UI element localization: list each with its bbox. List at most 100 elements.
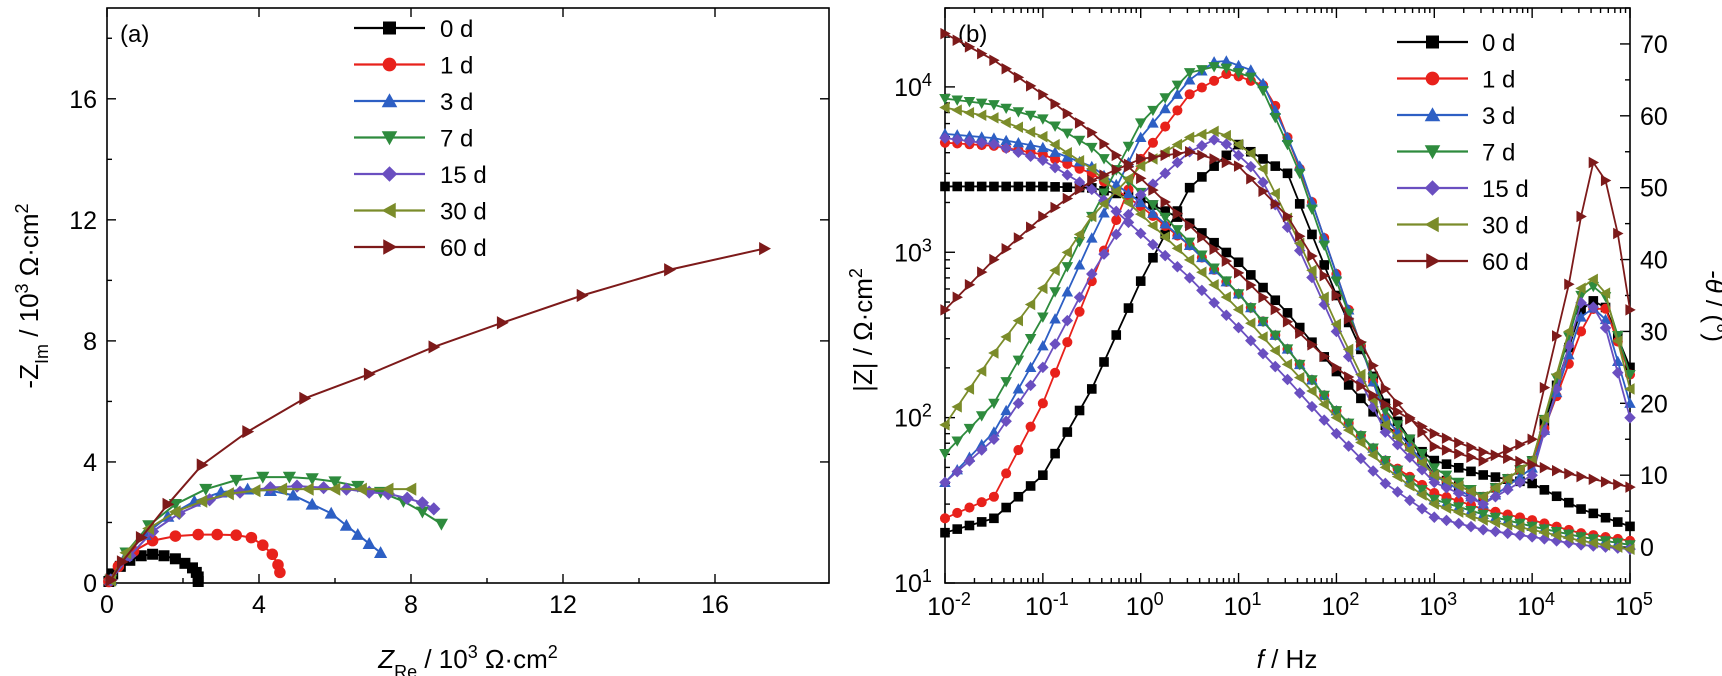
bode-y2-tick-label: 20	[1640, 390, 1668, 418]
bode-phase-point	[1013, 232, 1025, 244]
bode-phase-point	[1587, 301, 1600, 313]
bode-phase-point	[1233, 160, 1245, 172]
bode-modulus-point	[1282, 315, 1294, 328]
bode-phase-point	[1037, 398, 1048, 409]
bode-modulus-point	[1171, 225, 1184, 236]
bode-modulus-point	[1221, 255, 1233, 267]
bode-phase-point	[1489, 490, 1502, 503]
bode-phase-point	[1171, 80, 1184, 92]
bode-phase-point	[1061, 246, 1072, 259]
bode-modulus-point	[1196, 266, 1207, 279]
nyquist-plot-frame	[106, 7, 830, 584]
bode-phase-point	[988, 398, 1000, 410]
bode-modulus-point	[1441, 432, 1453, 444]
bode-phase-point	[1391, 431, 1403, 444]
bode-phase-point	[1037, 361, 1049, 374]
bode-phase-point	[1294, 199, 1305, 209]
bode-phase-point	[1086, 384, 1097, 394]
bode-modulus-point	[1330, 411, 1342, 424]
bode-phase-point	[1098, 198, 1109, 210]
bode-phase-point	[1245, 72, 1257, 83]
bode-phase-point	[1123, 303, 1134, 313]
bode-phase-point	[1220, 55, 1233, 66]
nyquist-point	[427, 502, 441, 516]
bode-phase-point	[1318, 232, 1330, 243]
bode-x-tick-label: 101	[1224, 589, 1262, 621]
bode-modulus-point	[1501, 519, 1513, 531]
nyquist-point	[339, 518, 353, 531]
bode-modulus-point	[1197, 231, 1208, 244]
bode-modulus-point	[1111, 149, 1123, 162]
bode-modulus-point	[1489, 512, 1502, 524]
bode-modulus-point	[1147, 238, 1159, 251]
bode-y-tick-label: 103	[894, 235, 932, 267]
bode-phase-point	[1246, 172, 1257, 185]
bode-modulus-point	[1575, 535, 1586, 547]
bode-modulus-point	[1465, 520, 1477, 533]
bode-phase-point	[1171, 88, 1184, 99]
bode-modulus-point	[1367, 443, 1379, 454]
bode-phase-point	[1135, 276, 1146, 286]
bode-phase-point	[1136, 153, 1147, 165]
bode-phase-point	[1295, 230, 1306, 242]
nyquist-legend-label: 1 d	[440, 53, 473, 80]
bode-phase-point	[1147, 178, 1159, 190]
nyquist-point	[105, 573, 118, 587]
bode-phase-point	[1196, 140, 1208, 152]
bode-phase-point	[951, 436, 963, 447]
bode-modulus-point	[1452, 506, 1464, 518]
nyquist-panel: (a) 0 4 8 12 16 0 4 8 12 16 0 d 1 d 3 d 7 d 15 d 30 d 6…	[12, 7, 830, 676]
bode-modulus-point	[1293, 371, 1305, 384]
bode-modulus-point	[1209, 237, 1219, 248]
bode-modulus-point	[1000, 142, 1012, 155]
nyquist-point	[169, 530, 182, 542]
bode-modulus-point	[1441, 459, 1452, 469]
bode-phase-point	[1050, 201, 1061, 214]
bode-phase-point	[1024, 379, 1037, 392]
nyquist-point	[400, 491, 414, 505]
bode-phase-point	[1319, 269, 1330, 282]
bode-modulus-point	[1172, 208, 1184, 220]
bode-phase-point	[952, 291, 963, 304]
bode-phase-point	[1441, 444, 1453, 456]
bode-legend-label: 15 d	[1482, 176, 1529, 203]
bode-phase-point	[1172, 147, 1184, 160]
nyquist-ticks: 0 4 8 12 16 0 4 8 12 16	[69, 8, 829, 619]
nyquist-legend-marker	[381, 131, 398, 146]
bode-phase-point	[1159, 102, 1171, 114]
bode-phase-point	[1306, 196, 1318, 207]
nyquist-x-tick-label: 12	[549, 591, 577, 619]
bode-modulus-point	[989, 181, 999, 192]
bode-legend-marker	[1424, 107, 1441, 122]
bode-phase-point	[1514, 476, 1526, 489]
bode-modulus-point	[963, 106, 975, 119]
bode-phase-point	[1478, 455, 1489, 467]
bode-modulus-point	[1233, 257, 1244, 268]
bode-modulus-point	[1478, 446, 1489, 458]
bode-phase-point	[1232, 68, 1245, 79]
bode-modulus-point	[1526, 523, 1537, 536]
bode-phase-point	[1232, 59, 1245, 71]
bode-phase-point	[1527, 433, 1538, 446]
bode-modulus-point	[1232, 303, 1244, 316]
bode-modulus-point	[1564, 467, 1575, 480]
bode-y-tick-label: 102	[894, 401, 932, 433]
nyquist-point	[415, 496, 429, 510]
bode-phase-point	[1416, 449, 1428, 460]
bode-modulus-point	[1575, 532, 1587, 543]
nyquist-y-tick-label: 4	[83, 449, 97, 477]
bode-phase-point	[1379, 419, 1390, 431]
bode-modulus-point	[975, 98, 988, 109]
bode-phase-point	[1367, 373, 1379, 384]
bode-modulus-point	[1599, 539, 1611, 551]
bode-modulus-point	[1379, 477, 1392, 490]
bode-phase-point	[1147, 137, 1158, 148]
bode-modulus-point	[1012, 137, 1025, 148]
nyquist-point	[362, 485, 376, 499]
bode-phase-point	[1318, 291, 1329, 304]
bode-phase-point	[975, 444, 988, 456]
bode-modulus-point	[1269, 330, 1282, 341]
bode-modulus-point	[1515, 455, 1526, 468]
bode-phase-point	[1625, 362, 1635, 373]
nyquist-x-tick-label: 16	[701, 591, 729, 619]
